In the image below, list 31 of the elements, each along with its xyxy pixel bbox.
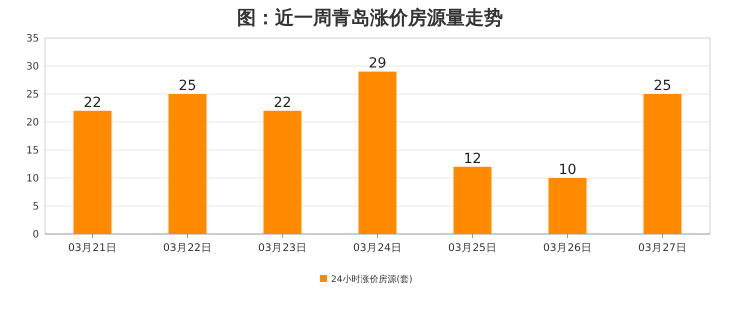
bar — [358, 72, 396, 234]
bar — [548, 178, 586, 234]
y-tick-label: 15 — [26, 146, 39, 156]
data-label: 25 — [178, 78, 196, 94]
y-tick-label: 35 — [26, 34, 39, 44]
x-tick-label: 03月27日 — [638, 242, 687, 254]
bar — [168, 94, 206, 234]
x-tick-label: 03月24日 — [353, 242, 402, 254]
x-tick-label: 03月22日 — [163, 242, 212, 254]
x-tick-label: 03月23日 — [258, 242, 307, 254]
chart-title: 图：近一周青岛涨价房源量走势 — [237, 7, 503, 29]
legend-label: 24小时涨价房源(套) — [331, 274, 412, 285]
data-label: 29 — [368, 56, 386, 72]
y-tick-label: 30 — [26, 62, 39, 72]
y-tick-label: 5 — [32, 202, 39, 212]
bar — [74, 110, 112, 234]
x-tick-label: 03月25日 — [448, 242, 497, 254]
x-tick-label: 03月26日 — [543, 242, 592, 254]
data-label: 22 — [84, 94, 102, 111]
bar — [454, 166, 492, 234]
y-tick-label: 0 — [32, 230, 39, 240]
data-label: 12 — [464, 150, 482, 167]
y-tick-label: 25 — [26, 90, 39, 100]
y-tick-label: 10 — [26, 174, 39, 184]
data-label: 25 — [654, 78, 672, 94]
bar — [264, 110, 302, 234]
data-label: 10 — [558, 162, 576, 178]
data-label: 22 — [274, 94, 292, 111]
y-tick-label: 20 — [26, 118, 39, 128]
x-tick-label: 03月21日 — [68, 242, 117, 254]
bar — [644, 94, 682, 234]
